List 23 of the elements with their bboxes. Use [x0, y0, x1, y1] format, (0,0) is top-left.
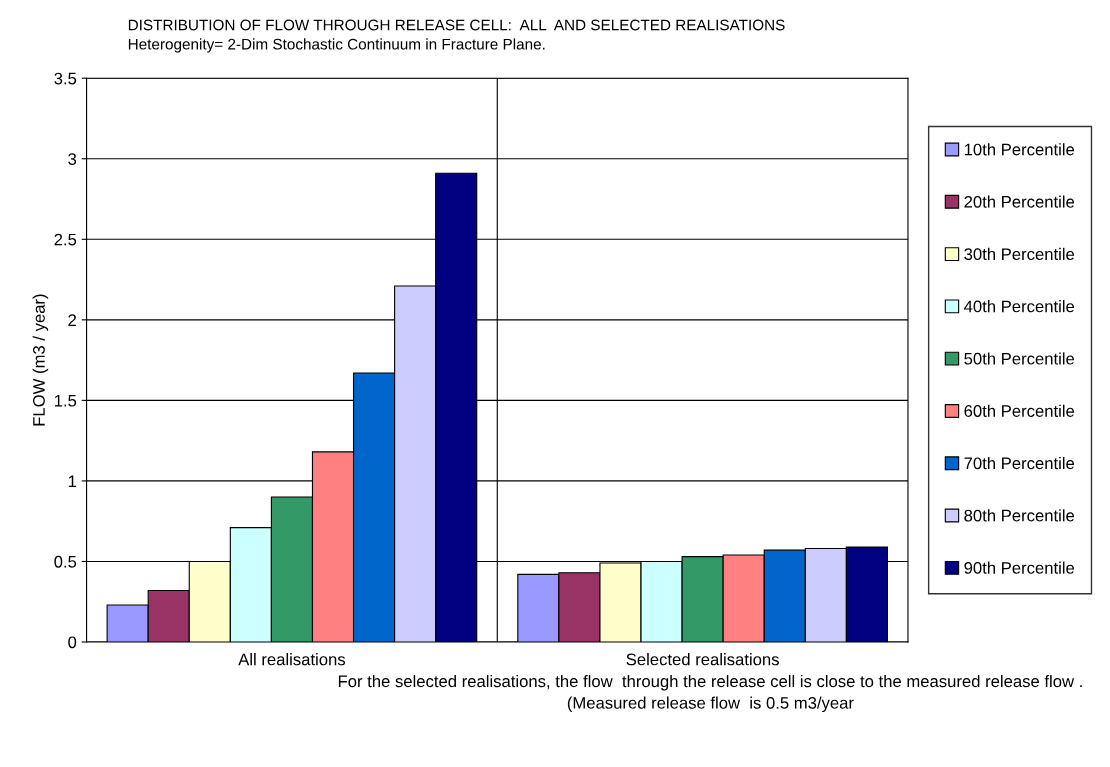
legend-label: 70th Percentile [964, 456, 1075, 470]
y-tick-label: 2 [68, 314, 77, 326]
legend-label: 90th Percentile [964, 561, 1075, 574]
legend-label: 50th Percentile [964, 352, 1075, 365]
y-tick-label: 0 [68, 636, 77, 649]
y-tick-label: 3.5 [54, 72, 77, 85]
y-tick-label: 1.5 [54, 394, 77, 407]
y-tick-label: 2.5 [54, 233, 77, 246]
legend-label: 40th Percentile [964, 300, 1075, 313]
chart-title: DISTRIBUTION OF FLOW THROUGH RELEASE CELL: ALL AND SELECTED REALISATIONS [128, 19, 785, 31]
y-tick-label: 3 [68, 153, 77, 165]
legend-label: 10th Percentile [964, 143, 1075, 156]
x-tick-label: All realisations [238, 653, 346, 666]
x-tick-label: Selected realisations [626, 653, 779, 666]
y-tick-label: 1 [68, 475, 77, 487]
legend-label: 20th Percentile [964, 195, 1075, 208]
chart-subtitle: Heterogenity= 2-Dim Stochastic Continuum in Fracture Plane. [128, 38, 545, 53]
y-axis-title: FLOW (m3 / year) [32, 294, 49, 426]
legend-label: 80th Percentile [964, 509, 1075, 522]
y-tick-label: 0.5 [54, 555, 77, 568]
text: For the selected realisations, the flow through the release cell is close to the measured release flow . (Measured release flow is 0.5 m3/year [338, 674, 1082, 713]
legend-label: 60th Percentile [964, 404, 1075, 417]
legend-label: 30th Percentile [964, 247, 1075, 261]
